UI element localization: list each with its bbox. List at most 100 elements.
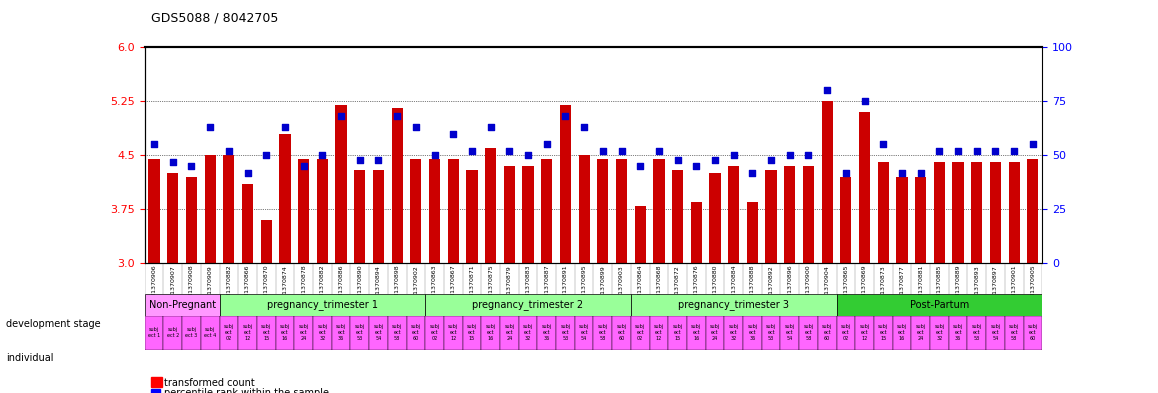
Text: GSM1370878: GSM1370878 [301,265,306,307]
Bar [725,316,743,350]
Text: development stage: development stage [6,319,101,329]
Bar [425,294,631,316]
Text: subj
ect
36: subj ect 36 [336,325,346,341]
Text: subj
ect
60: subj ect 60 [411,325,420,341]
Point [930,148,948,154]
Point [388,113,406,119]
Bar [948,316,967,350]
Text: GSM1370893: GSM1370893 [974,265,980,307]
Text: subj
ect
16: subj ect 16 [280,325,290,341]
Text: GSM1370885: GSM1370885 [937,265,941,307]
Text: subj
ect 4: subj ect 4 [204,327,217,338]
Point [874,141,893,147]
Bar [279,134,291,263]
Bar [205,155,215,263]
Text: pregnancy_trimester 1: pregnancy_trimester 1 [266,299,378,310]
Point [948,148,967,154]
Point [987,148,1005,154]
Text: subj
ect
16: subj ect 16 [691,325,702,341]
Bar [836,316,856,350]
Bar [818,316,836,350]
Text: subj
ect
15: subj ect 15 [673,325,683,341]
Bar [911,316,930,350]
Text: subj
ect
32: subj ect 32 [523,325,533,341]
Text: subj
ect
16: subj ect 16 [897,325,907,341]
Bar [784,166,796,263]
Point [276,124,294,130]
Point [201,124,220,130]
Point [1024,141,1042,147]
Bar [298,159,309,263]
Text: GSM1370882: GSM1370882 [226,265,232,307]
Point [145,141,163,147]
Point [1005,148,1024,154]
Bar [239,316,257,350]
Point [780,152,799,158]
Bar [747,202,758,263]
Bar [987,316,1005,350]
Text: subj
ect
53: subj ect 53 [972,325,982,341]
Point [463,148,482,154]
Bar [448,159,459,263]
Point [725,152,743,158]
Bar [593,316,613,350]
Bar [952,162,963,263]
Text: subj
ect
32: subj ect 32 [935,325,945,341]
Bar [1024,316,1042,350]
Bar [522,166,534,263]
Text: GSM1370883: GSM1370883 [526,265,530,307]
Bar [728,166,739,263]
Text: Non-Pregnant: Non-Pregnant [148,300,215,310]
Bar [1009,162,1020,263]
Text: individual: individual [6,353,53,363]
Text: GSM1370875: GSM1370875 [489,265,493,307]
Point [650,148,668,154]
Text: subj
ect
32: subj ect 32 [317,325,328,341]
Bar [915,177,926,263]
Text: pregnancy_trimester 3: pregnancy_trimester 3 [679,299,790,310]
Text: GSM1370888: GSM1370888 [750,265,755,307]
Bar [148,159,160,263]
Point [836,169,855,176]
Bar [650,316,668,350]
Point [743,169,762,176]
Bar [690,202,702,263]
Text: subj
ect
24: subj ect 24 [916,325,925,341]
Text: GSM1370899: GSM1370899 [600,265,606,307]
Bar [635,206,646,263]
Text: GSM1370886: GSM1370886 [338,265,344,307]
Text: GSM1370864: GSM1370864 [638,265,643,307]
Text: subj
ect
60: subj ect 60 [616,325,626,341]
Bar [354,170,366,263]
Bar [1027,159,1039,263]
Bar [186,177,197,263]
Bar [537,316,556,350]
Bar [220,294,425,316]
Text: GSM1370874: GSM1370874 [283,265,287,307]
Bar [276,316,294,350]
Bar [893,316,911,350]
Bar [556,316,574,350]
Text: subj
ect
36: subj ect 36 [953,325,963,341]
Point [613,148,631,154]
Bar [799,316,818,350]
Text: GSM1370889: GSM1370889 [955,265,961,307]
Bar [653,159,665,263]
Bar [967,316,987,350]
Text: subj
ect 1: subj ect 1 [148,327,160,338]
Bar [369,316,388,350]
Point [220,148,239,154]
Text: subj
ect
15: subj ect 15 [467,325,477,341]
Bar [444,316,462,350]
Point [687,163,705,169]
Text: percentile rank within the sample: percentile rank within the sample [164,388,329,393]
Text: pregnancy_trimester 2: pregnancy_trimester 2 [472,299,584,310]
Bar [317,159,328,263]
Bar [930,316,948,350]
Bar [462,316,482,350]
Bar [220,316,239,350]
Text: subj
ect
02: subj ect 02 [841,325,851,341]
Point [313,152,331,158]
Text: GSM1370879: GSM1370879 [507,265,512,307]
Text: subj
ect
53: subj ect 53 [354,325,365,341]
